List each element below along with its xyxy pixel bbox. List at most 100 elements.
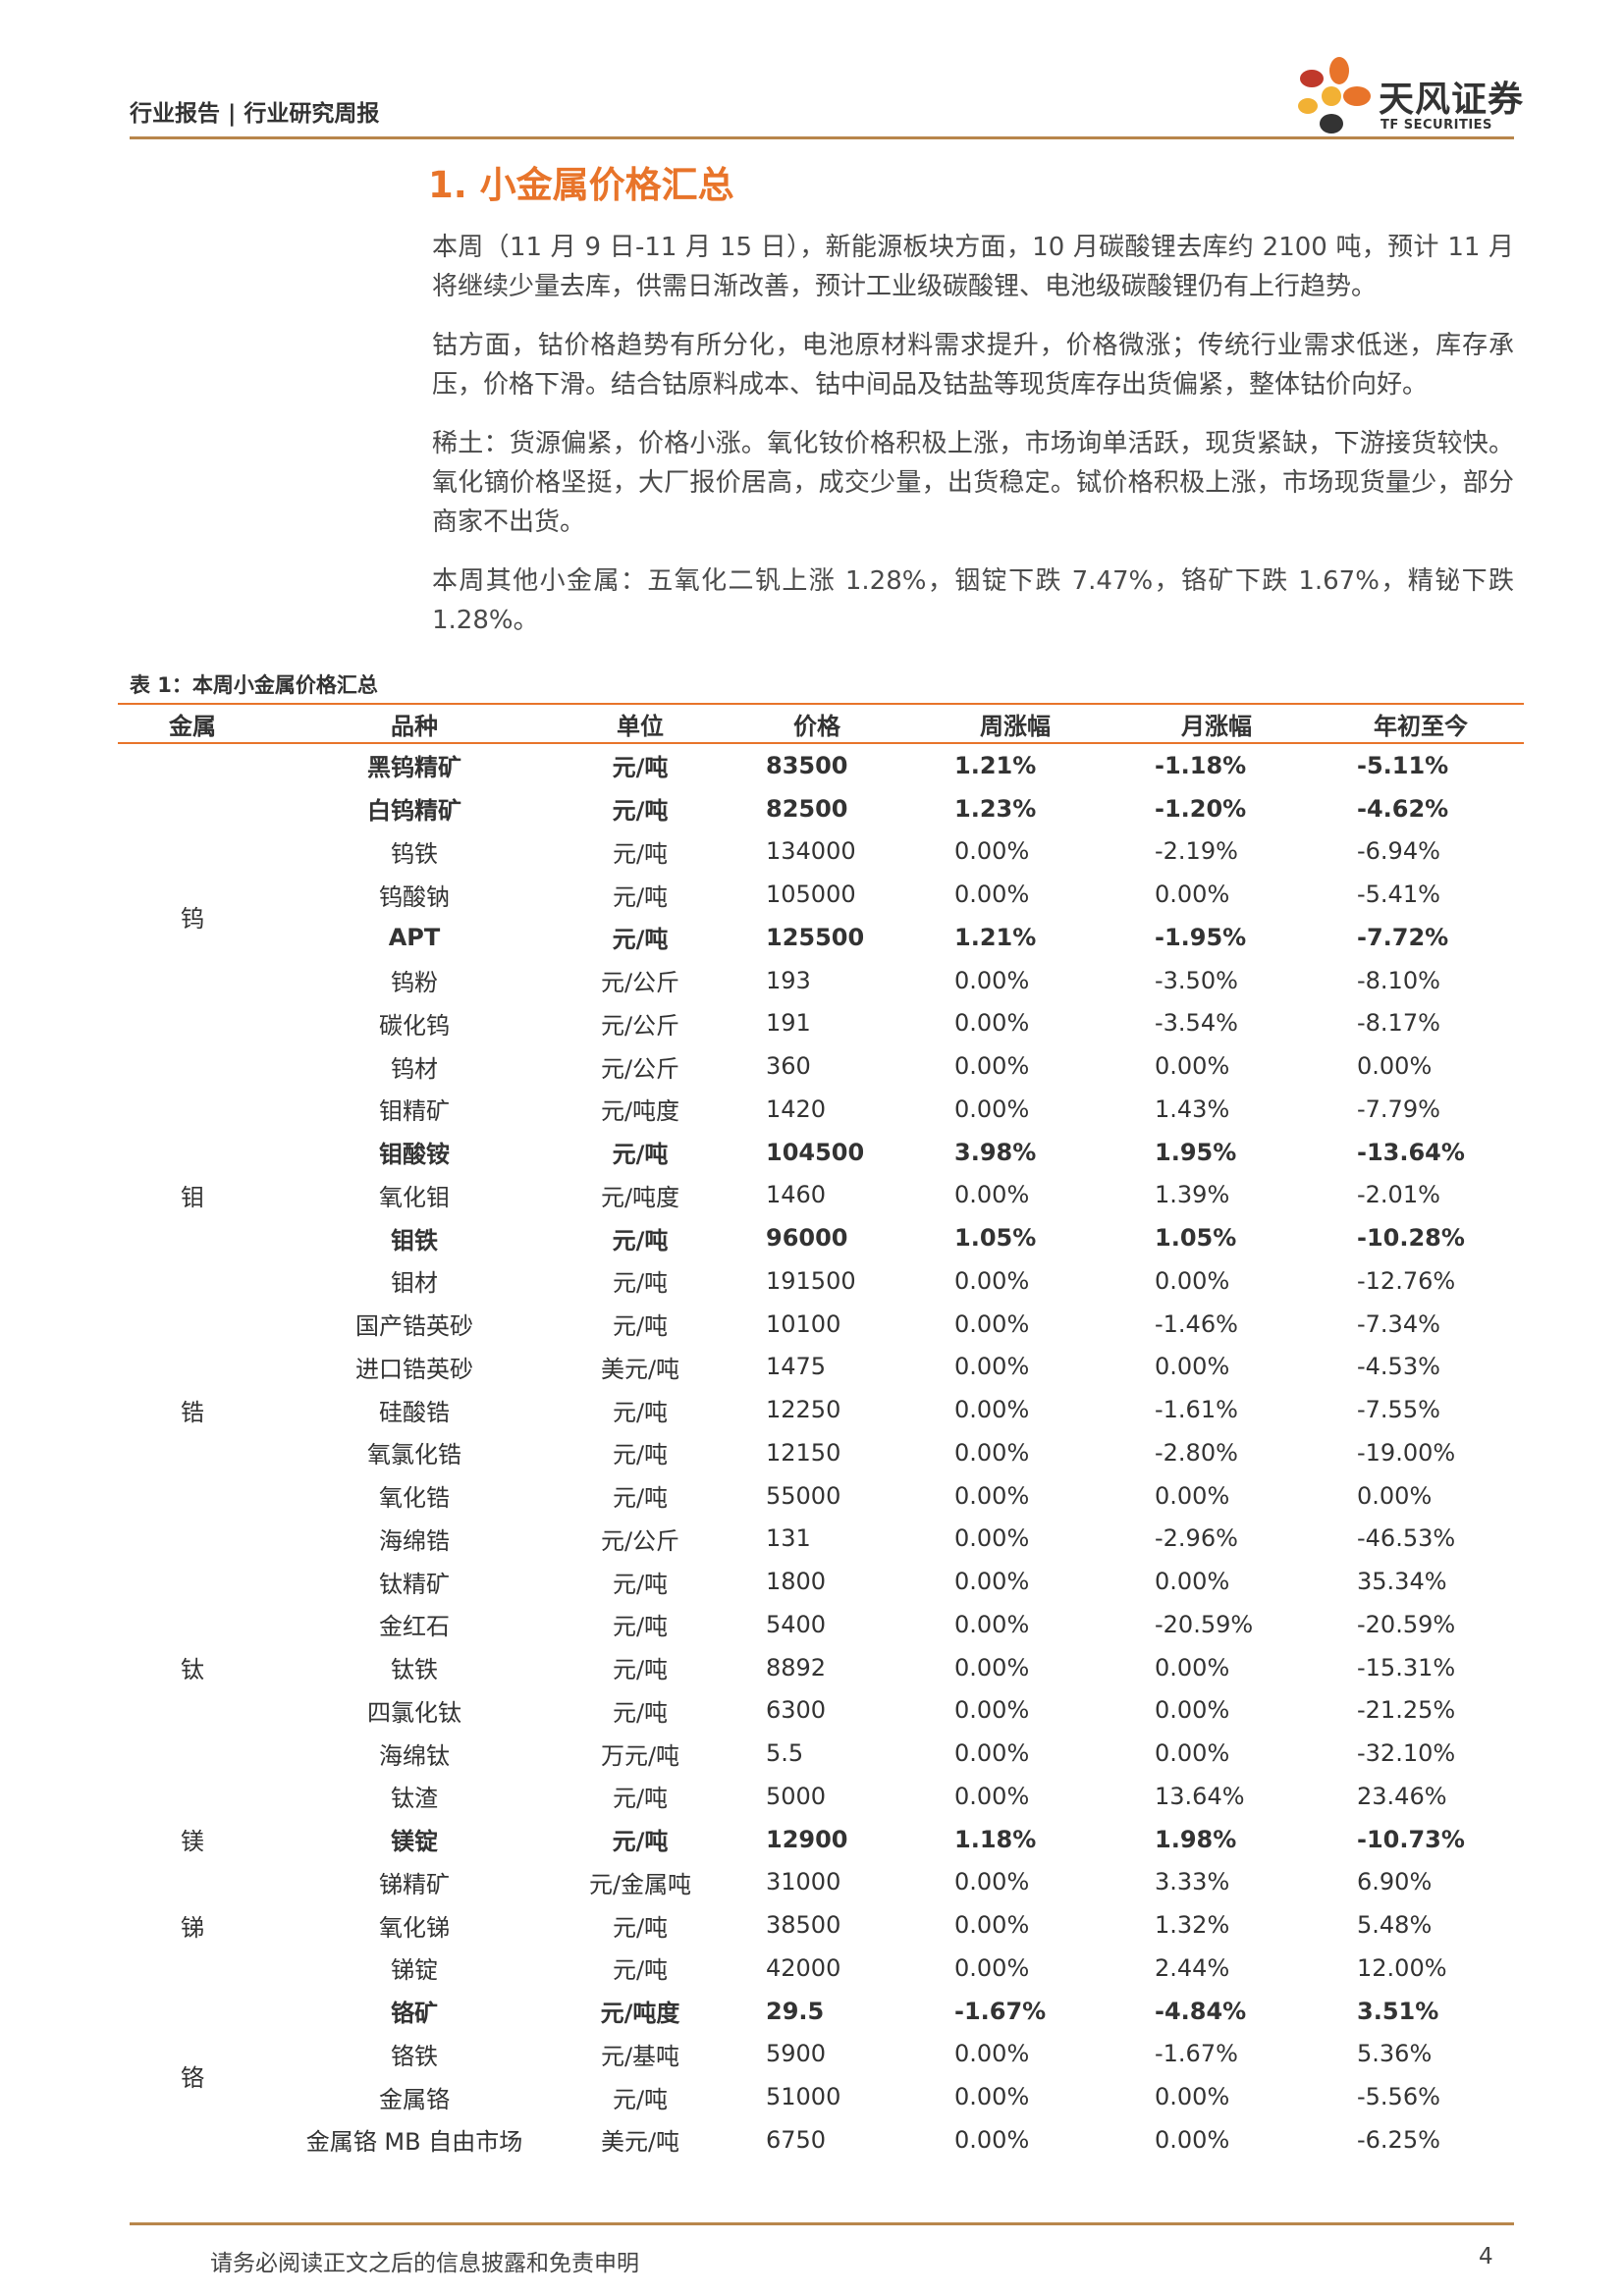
cell-week-change: 0.00% [954, 2040, 1030, 2068]
cell-unit: 元/金属吨 [588, 1870, 692, 1898]
cell-month-change: 1.43% [1155, 1095, 1230, 1123]
header-metal: 金属 [169, 712, 216, 740]
cell-metal: 铬 [181, 2063, 204, 2092]
table-body: 钨黑钨精矿 元/吨 83500 1.21% -1.18% -5.11% 白钨精矿 元/吨 825… [118, 743, 1524, 2162]
cell-week-change: 0.00% [954, 966, 1030, 994]
paragraph-rare-earth: 稀土：货源偏紧，价格小涨。氧化钕价格积极上涨，市场询单活跃，现货紧缺，下游接货较… [432, 429, 1514, 537]
logo-petal [1300, 70, 1324, 87]
cell-ytd-change: -8.17% [1357, 1009, 1440, 1038]
cell-unit: 元/吨 [612, 1698, 669, 1727]
cell-month-change: 1.95% [1155, 1138, 1237, 1166]
table-row: 钛 海绵锆 元/公斤 131 0.00% -2.96% -46.53% [118, 1518, 1524, 1683]
cell-price: 131 [766, 1524, 811, 1553]
table-row: 钼钼精矿 元/吨度 1420 0.00% 1.43% -7.79% [118, 1088, 1524, 1211]
cell-price: 31000 [766, 1868, 841, 1896]
cell-month-change: 1.32% [1155, 1911, 1230, 1940]
cell-week-change: 0.00% [954, 837, 1030, 866]
cell-price: 55000 [766, 1481, 841, 1510]
table-row: 氧化锆 元/吨 55000 0.00% 0.00% 0.00% [118, 1474, 1524, 1518]
cell-item: 海绵钛 [379, 1741, 450, 1770]
cell-price: 12250 [766, 1396, 841, 1424]
cell-month-change: -3.54% [1155, 1009, 1238, 1038]
cell-unit: 元/吨 [612, 1828, 669, 1856]
cell-metal: 钨 [181, 904, 204, 933]
cell-item: 四氯化钛 [367, 1698, 461, 1727]
table-row: 白钨精矿 元/吨 82500 1.23% -1.20% -4.62% [118, 787, 1524, 830]
cell-price: 8892 [766, 1653, 827, 1682]
paragraph-new-energy: 本周（11 月 9 日-11 月 15 日），新能源板块方面，10 月碳酸锂去库… [432, 233, 1514, 301]
cell-month-change: 0.00% [1155, 1266, 1230, 1295]
cell-price: 12150 [766, 1438, 841, 1467]
table-row: 碳化钨 元/公斤 191 0.00% -3.54% -8.17% [118, 1002, 1524, 1045]
table-row: 钛精矿 元/吨 1800 0.00% 0.00% 35.34% [118, 1560, 1524, 1603]
cell-ytd-change: -7.55% [1357, 1396, 1440, 1424]
cell-unit: 元/吨 [612, 926, 669, 954]
cell-week-change: 3.98% [954, 1138, 1037, 1166]
cell-item: APT [388, 923, 441, 951]
table-row: 金红石 元/吨 5400 0.00% -20.59% -20.59% [118, 1603, 1524, 1646]
cell-price: 5900 [766, 2040, 827, 2068]
cell-ytd-change: 6.90% [1357, 1868, 1433, 1896]
table-row: 钼材 元/吨 191500 0.00% 0.00% -12.76% [118, 1259, 1524, 1303]
cell-month-change: 0.00% [1155, 881, 1230, 909]
cell-item: 钨材 [391, 1054, 438, 1083]
cell-item: 钼酸铵 [379, 1141, 450, 1169]
cell-price: 83500 [766, 751, 848, 779]
cell-week-change: 1.23% [954, 794, 1037, 823]
cell-unit: 元/吨 [612, 1269, 669, 1298]
cell-unit: 元/吨 [612, 839, 669, 868]
cell-month-change: -1.67% [1155, 2040, 1238, 2068]
cell-item: 金红石 [379, 1613, 450, 1641]
logo-petal [1298, 98, 1318, 114]
cell-price: 5000 [766, 1782, 827, 1810]
cell-item: 金属铬 [379, 2085, 450, 2113]
table-row: 钛铁 元/吨 8892 0.00% 0.00% -15.31% [118, 1646, 1524, 1689]
cell-unit: 元/吨 [612, 1226, 669, 1255]
logo-text-cn: 天风证券 [1379, 80, 1525, 120]
cell-unit: 元/吨 [612, 754, 669, 782]
cell-month-change: -1.95% [1155, 923, 1247, 951]
cell-ytd-change: -7.72% [1357, 923, 1449, 951]
cell-price: 82500 [766, 794, 848, 823]
cell-month-change: 0.00% [1155, 2125, 1230, 2154]
cell-ytd-change: -4.53% [1357, 1353, 1440, 1381]
cell-unit: 元/吨 [612, 1956, 669, 1985]
table-row: 金属铬 MB 自由市场 美元/吨 6750 0.00% 0.00% -6.25% [118, 2118, 1524, 2162]
header-price: 价格 [793, 712, 840, 740]
cell-unit: 元/吨度 [600, 1183, 680, 1211]
cell-unit: 元/公斤 [600, 1526, 680, 1555]
cell-week-change: 0.00% [954, 1610, 1030, 1638]
cell-price: 38500 [766, 1911, 841, 1940]
cell-item: 铬矿 [391, 2000, 438, 2028]
logo-center [1322, 86, 1341, 106]
cell-ytd-change: 5.36% [1357, 2040, 1433, 2068]
cell-month-change: -2.19% [1155, 837, 1238, 866]
cell-price: 5400 [766, 1610, 827, 1638]
cell-item: 钼铁 [391, 1226, 438, 1255]
cell-ytd-change: -46.53% [1357, 1524, 1456, 1553]
cell-metal: 锑 [181, 1913, 204, 1942]
cell-week-change: 0.00% [954, 1696, 1030, 1725]
cell-month-change: 2.44% [1155, 1953, 1230, 1982]
header-unit: 单位 [617, 712, 664, 740]
cell-month-change: -4.84% [1155, 1997, 1247, 2025]
flower-logo-icon [1298, 57, 1371, 133]
cell-unit: 元/吨度 [600, 2000, 680, 2028]
cell-item: 钨铁 [391, 839, 438, 868]
cell-item: 钛精矿 [379, 1570, 450, 1598]
cell-ytd-change: -5.56% [1357, 2083, 1440, 2111]
table-row: 钨酸钠 元/吨 105000 0.00% 0.00% -5.41% [118, 873, 1524, 916]
cell-metal: 钛 [181, 1656, 204, 1684]
cell-ytd-change: 23.46% [1357, 1782, 1447, 1810]
cell-week-change: 0.00% [954, 881, 1030, 909]
cell-week-change: 0.00% [954, 1868, 1030, 1896]
table-caption: 表 1：本周小金属价格汇总 [130, 673, 378, 697]
cell-unit: 元/吨 [612, 1656, 669, 1684]
header-divider [130, 136, 1514, 139]
cell-ytd-change: 5.48% [1357, 1911, 1433, 1940]
cell-ytd-change: -6.25% [1357, 2125, 1440, 2154]
table-row: 锆国产锆英砂 元/吨 10100 0.00% -1.46% -7.34% [118, 1303, 1524, 1426]
cell-month-change: 0.00% [1155, 1696, 1230, 1725]
cell-unit: 元/吨 [612, 1484, 669, 1513]
paragraph-other-metals: 本周其他小金属：五氧化二钒上涨 1.28%，铟锭下跌 7.47%，铬矿下跌 1.… [432, 566, 1514, 635]
